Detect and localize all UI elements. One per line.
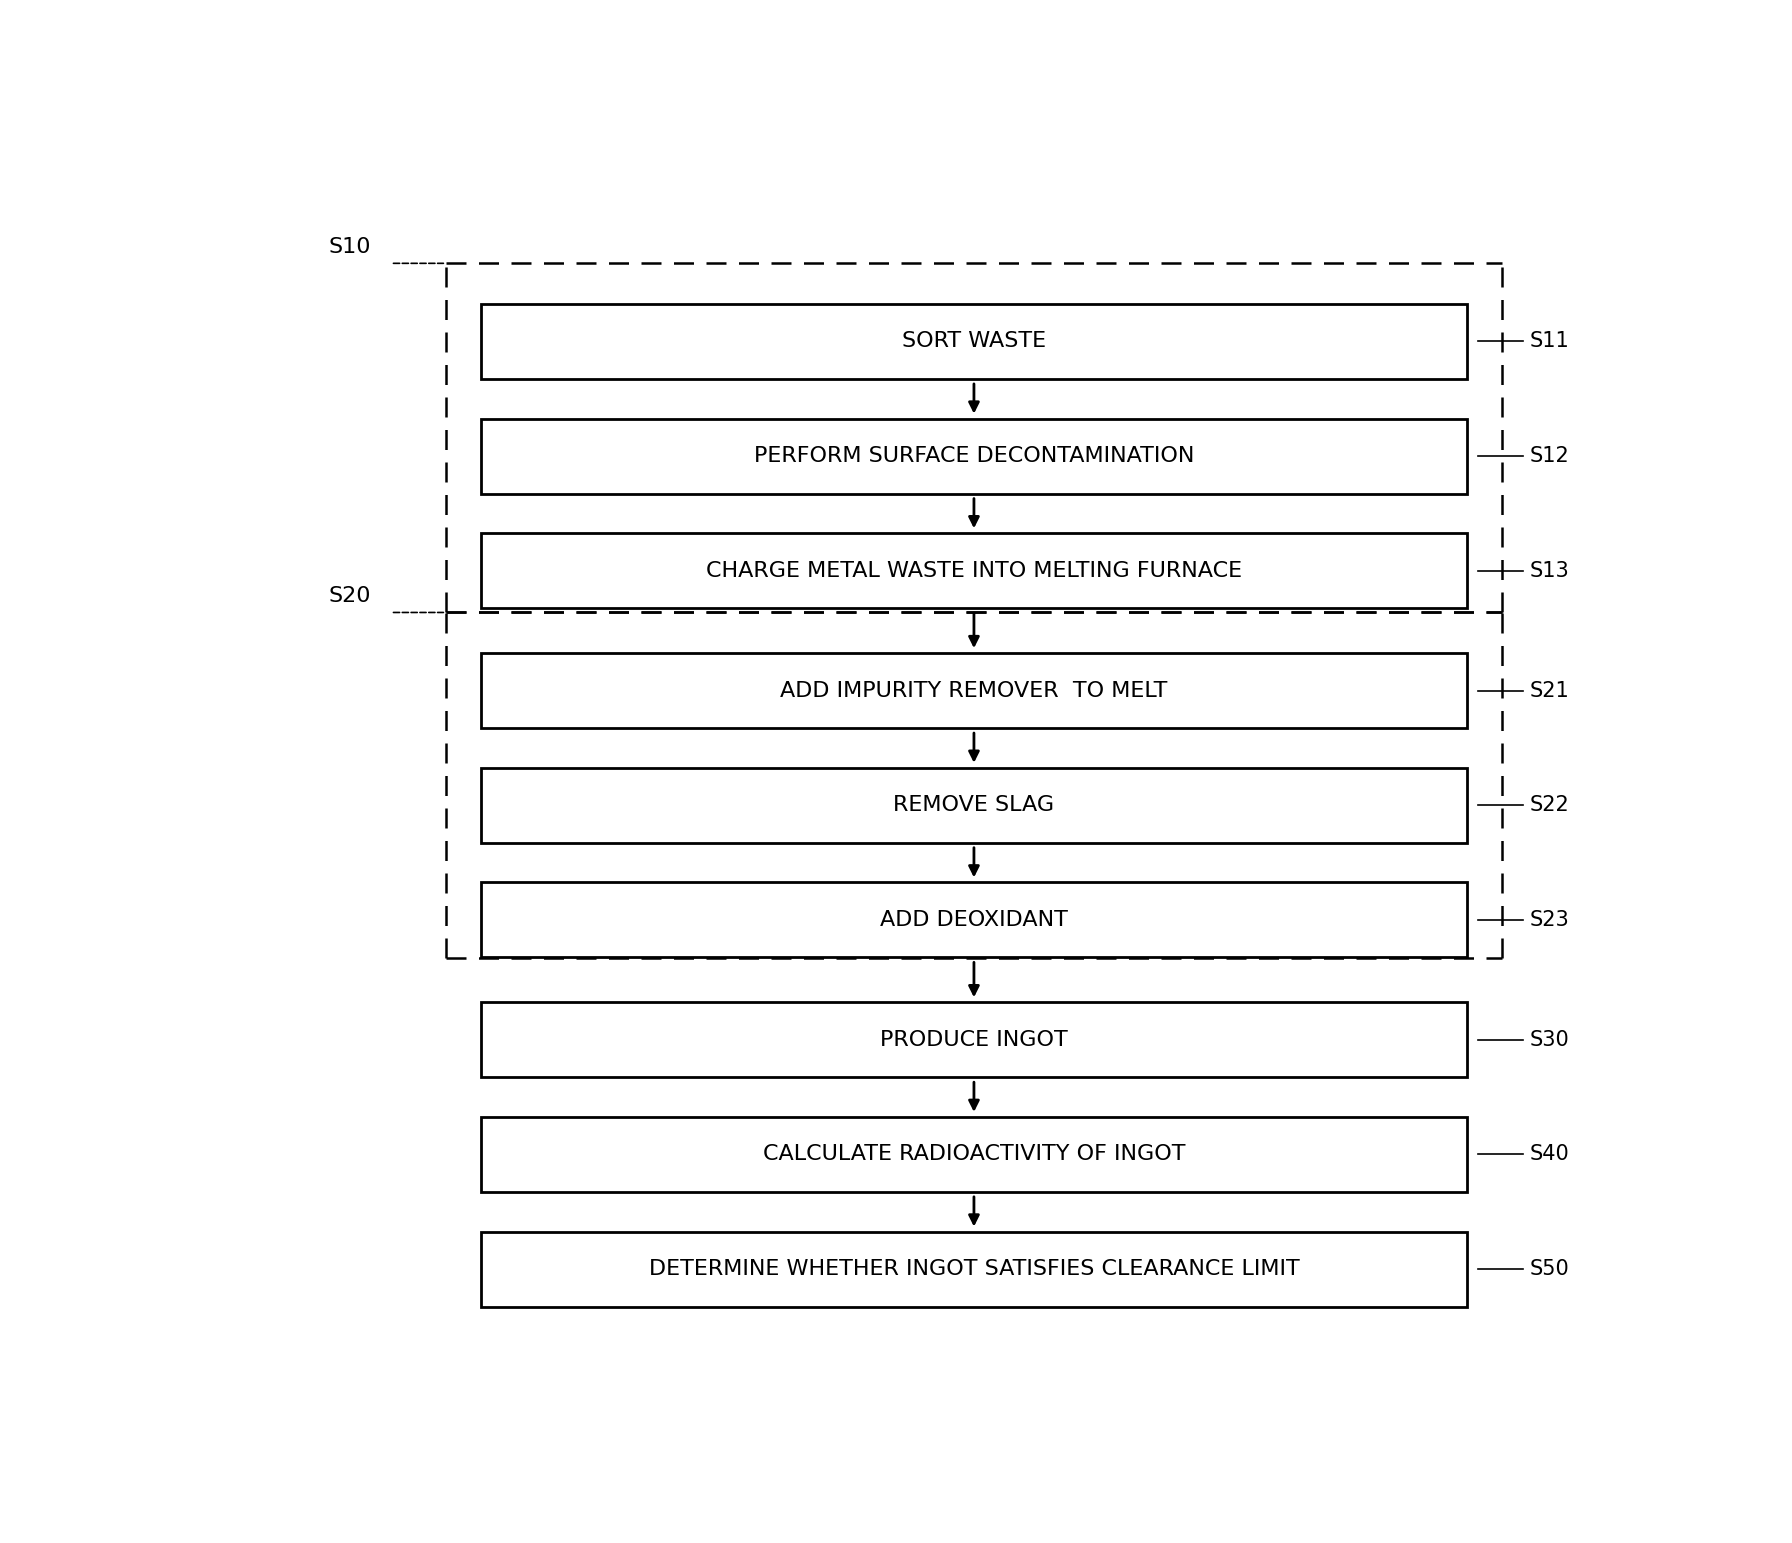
Bar	[480, 1003, 1468, 1077]
Text: PERFORM SURFACE DECONTAMINATION: PERFORM SURFACE DECONTAMINATION	[754, 446, 1193, 466]
Text: S11: S11	[1530, 332, 1570, 352]
Text: ADD IMPURITY REMOVER  TO MELT: ADD IMPURITY REMOVER TO MELT	[780, 680, 1168, 701]
Text: S23: S23	[1530, 910, 1570, 930]
Text: S40: S40	[1530, 1145, 1570, 1165]
Text: S21: S21	[1530, 680, 1570, 701]
Bar	[480, 418, 1468, 494]
Text: CALCULATE RADIOACTIVITY OF INGOT: CALCULATE RADIOACTIVITY OF INGOT	[763, 1145, 1185, 1165]
Text: S13: S13	[1530, 560, 1570, 580]
Bar	[480, 768, 1468, 842]
Text: REMOVE SLAG: REMOVE SLAG	[894, 795, 1054, 815]
Text: S30: S30	[1530, 1029, 1570, 1049]
Bar	[480, 534, 1468, 608]
Text: S10: S10	[328, 238, 371, 258]
Bar	[480, 653, 1468, 728]
Text: S22: S22	[1530, 795, 1570, 815]
Text: ADD DEOXIDANT: ADD DEOXIDANT	[880, 910, 1068, 930]
Bar	[480, 304, 1468, 380]
Text: S50: S50	[1530, 1259, 1570, 1279]
Text: PRODUCE INGOT: PRODUCE INGOT	[880, 1029, 1068, 1049]
Bar	[480, 883, 1468, 957]
Text: DETERMINE WHETHER INGOT SATISFIES CLEARANCE LIMIT: DETERMINE WHETHER INGOT SATISFIES CLEARA…	[649, 1259, 1299, 1279]
Text: SORT WASTE: SORT WASTE	[901, 332, 1047, 352]
Text: S12: S12	[1530, 446, 1570, 466]
Text: S20: S20	[328, 586, 371, 606]
Bar	[480, 1117, 1468, 1191]
Bar	[480, 1231, 1468, 1307]
Text: CHARGE METAL WASTE INTO MELTING FURNACE: CHARGE METAL WASTE INTO MELTING FURNACE	[706, 560, 1242, 580]
